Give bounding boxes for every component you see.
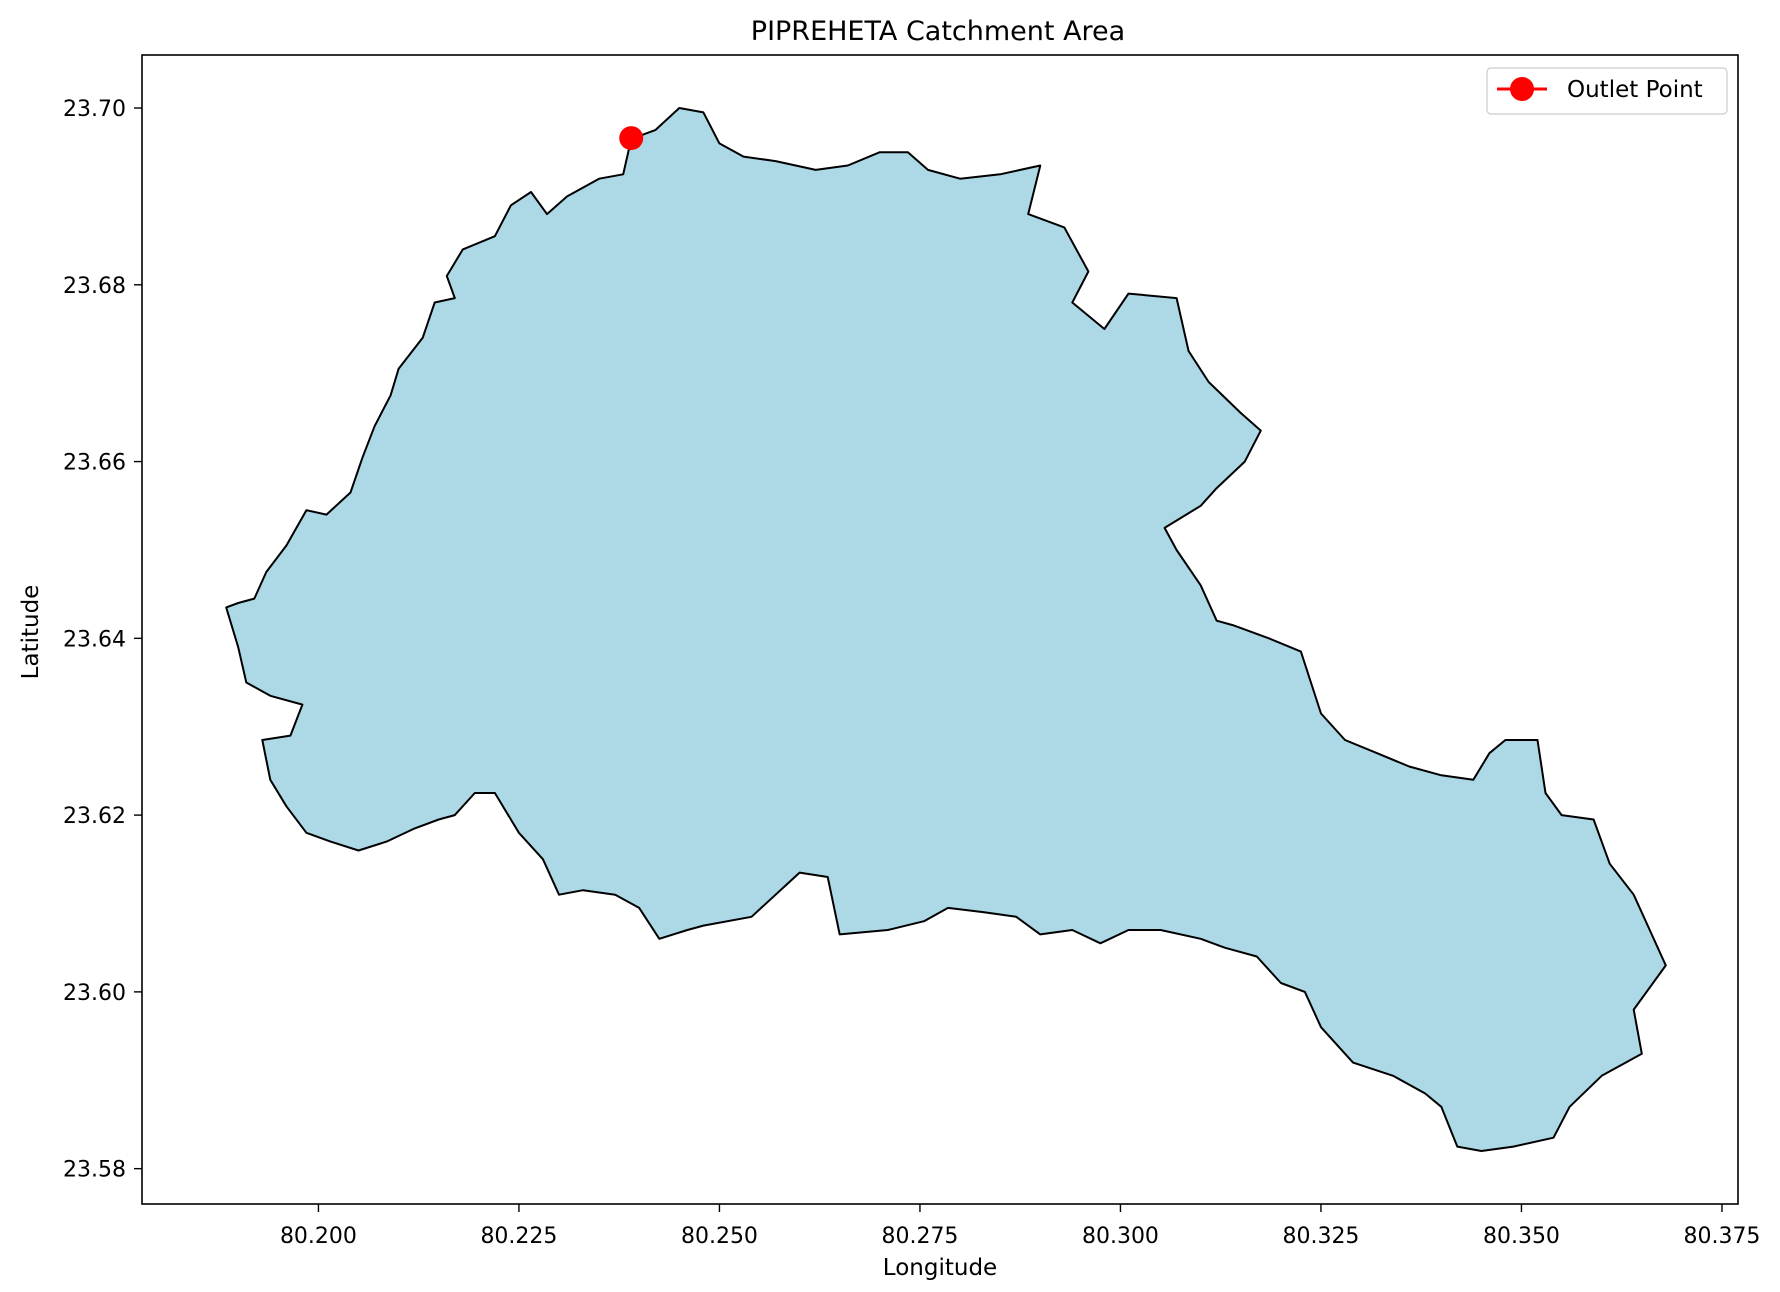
x-axis-ticks: 80.200 80.225 80.250 80.275 80.300 80.325 80.3… [280, 1204, 1760, 1249]
y-tick-label: 23.64 [63, 627, 126, 652]
x-tick-label: 80.275 [881, 1224, 958, 1249]
y-tick-label: 23.62 [63, 804, 126, 829]
x-tick-label: 80.325 [1282, 1224, 1359, 1249]
legend-box [1486, 67, 1728, 115]
y-axis-label: Latitude [18, 585, 44, 680]
catchment-polygon [225, 107, 1667, 1152]
y-tick-label: 23.58 [63, 1158, 126, 1183]
outlet-point-marker [619, 126, 644, 151]
y-tick-label: 23.66 [63, 451, 126, 476]
y-tick-label: 23.68 [63, 274, 126, 299]
outlet-layer [619, 126, 644, 151]
x-tick-label: 80.300 [1082, 1224, 1159, 1249]
legend-marker [1510, 77, 1534, 101]
y-axis-ticks: 23.58 23.60 23.62 23.64 23.66 23.68 23.70 [63, 97, 142, 1183]
plot-area [141, 54, 1739, 1205]
y-tick-label: 23.60 [63, 981, 126, 1006]
plot-frame [141, 54, 1739, 1205]
legend: Outlet Point [1486, 67, 1728, 115]
legend-label-outlet-point: Outlet Point [1567, 77, 1703, 103]
x-tick-label: 80.250 [681, 1224, 758, 1249]
plot-title: PIPREHETA Catchment Area [751, 16, 1125, 47]
x-axis-label: Longitude [883, 1255, 997, 1281]
x-tick-label: 80.225 [480, 1224, 557, 1249]
x-tick-label: 80.375 [1683, 1224, 1760, 1249]
x-tick-label: 80.200 [280, 1224, 357, 1249]
x-tick-label: 80.350 [1483, 1224, 1560, 1249]
y-tick-label: 23.70 [63, 97, 126, 122]
